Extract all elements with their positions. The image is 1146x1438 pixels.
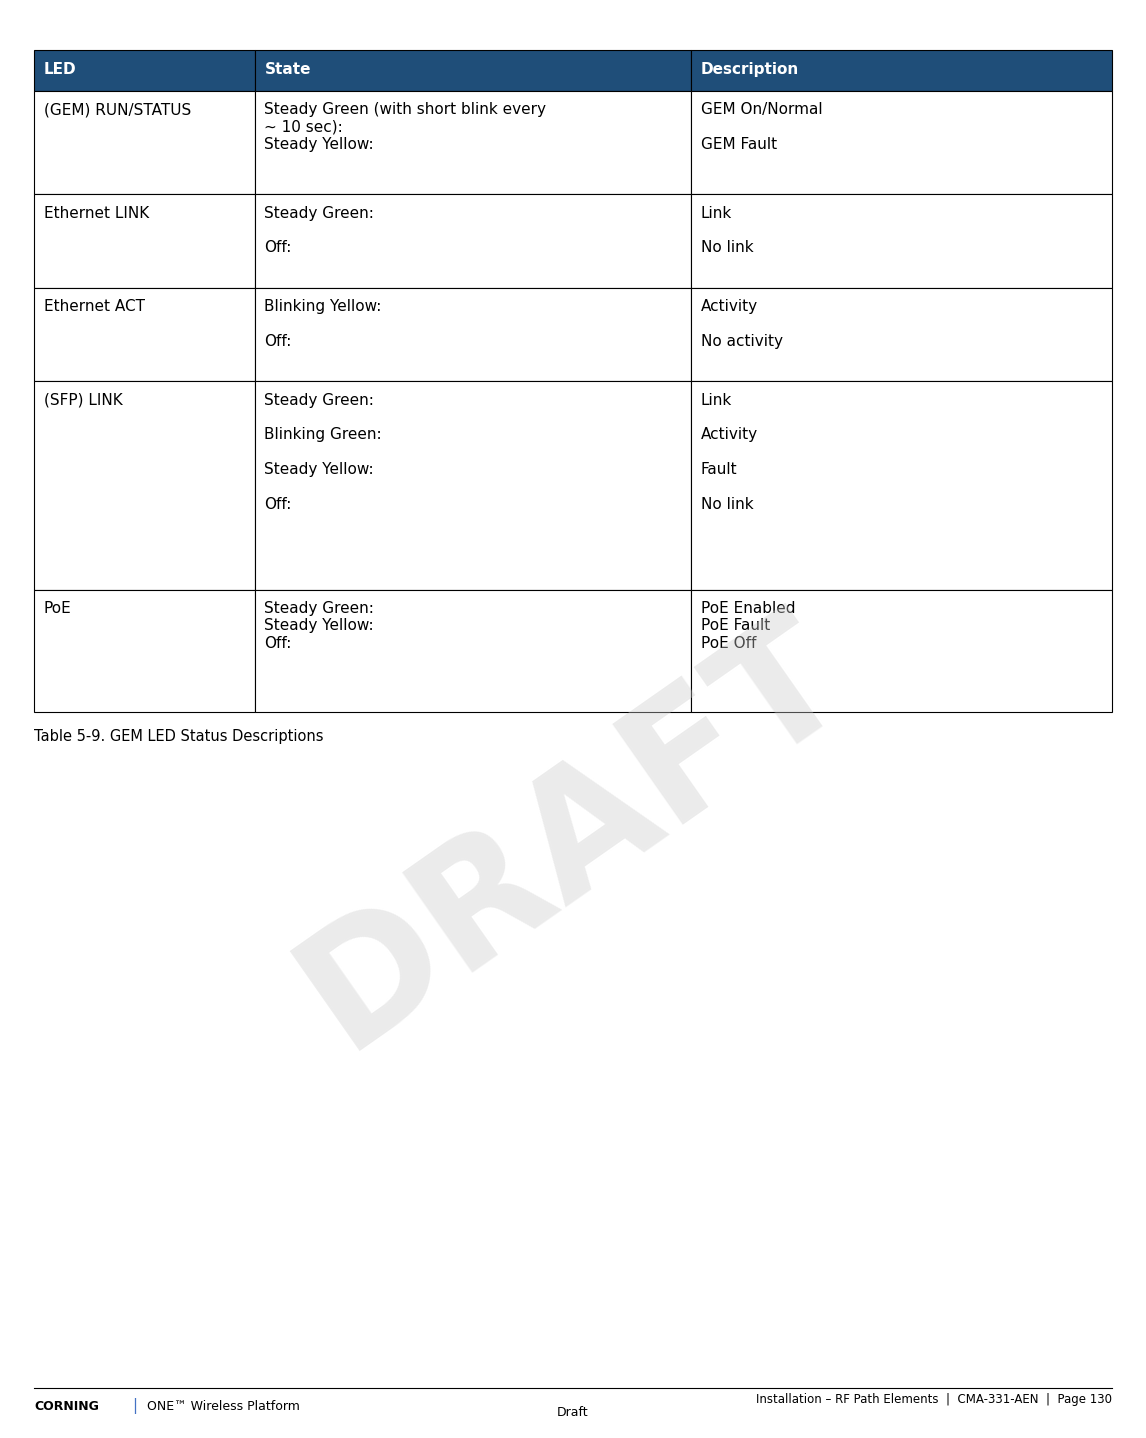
Text: Link

Activity

Fault

No link: Link Activity Fault No link — [700, 393, 758, 512]
Text: DRAFT: DRAFT — [272, 588, 874, 1080]
Text: LED: LED — [44, 62, 76, 76]
Bar — [256, 288, 691, 381]
Text: State: State — [265, 62, 311, 76]
Text: ONE™ Wireless Platform: ONE™ Wireless Platform — [147, 1399, 299, 1414]
Text: |: | — [132, 1398, 136, 1415]
Text: (GEM) RUN/STATUS: (GEM) RUN/STATUS — [44, 102, 190, 116]
Bar — [34, 50, 256, 91]
Bar — [691, 288, 1112, 381]
Text: PoE Enabled
PoE Fault
PoE Off: PoE Enabled PoE Fault PoE Off — [700, 601, 795, 651]
Bar — [691, 590, 1112, 712]
Text: Steady Green:
Steady Yellow:
Off:: Steady Green: Steady Yellow: Off: — [265, 601, 375, 651]
Bar — [34, 381, 256, 590]
Bar — [691, 50, 1112, 91]
Text: Installation – RF Path Elements  |  CMA-331-AEN  |  Page 130: Installation – RF Path Elements | CMA-33… — [755, 1392, 1112, 1406]
Text: Draft: Draft — [557, 1405, 589, 1419]
Bar — [691, 381, 1112, 590]
Text: Ethernet LINK: Ethernet LINK — [44, 206, 149, 220]
Bar — [34, 91, 256, 194]
Text: Link

No link: Link No link — [700, 206, 753, 256]
Text: GEM On/Normal

GEM Fault: GEM On/Normal GEM Fault — [700, 102, 823, 152]
Bar — [34, 194, 256, 288]
Text: Activity

No activity: Activity No activity — [700, 299, 783, 349]
Bar — [34, 288, 256, 381]
Bar — [256, 590, 691, 712]
Bar — [691, 194, 1112, 288]
Bar — [256, 381, 691, 590]
Text: Table 5-9. GEM LED Status Descriptions: Table 5-9. GEM LED Status Descriptions — [34, 729, 324, 743]
Bar — [691, 91, 1112, 194]
Text: PoE: PoE — [44, 601, 71, 615]
Bar — [34, 590, 256, 712]
Text: Blinking Yellow:

Off:: Blinking Yellow: Off: — [265, 299, 382, 349]
Text: Steady Green:

Off:: Steady Green: Off: — [265, 206, 375, 256]
Text: CORNING: CORNING — [34, 1399, 100, 1414]
Bar — [256, 50, 691, 91]
Text: Description: Description — [700, 62, 799, 76]
Text: (SFP) LINK: (SFP) LINK — [44, 393, 123, 407]
Text: Steady Green (with short blink every
~ 10 sec):
Steady Yellow:: Steady Green (with short blink every ~ 1… — [265, 102, 547, 152]
Bar — [256, 91, 691, 194]
Text: Steady Green:

Blinking Green:

Steady Yellow:

Off:: Steady Green: Blinking Green: Steady Yel… — [265, 393, 382, 512]
Bar — [256, 194, 691, 288]
Text: Ethernet ACT: Ethernet ACT — [44, 299, 144, 313]
